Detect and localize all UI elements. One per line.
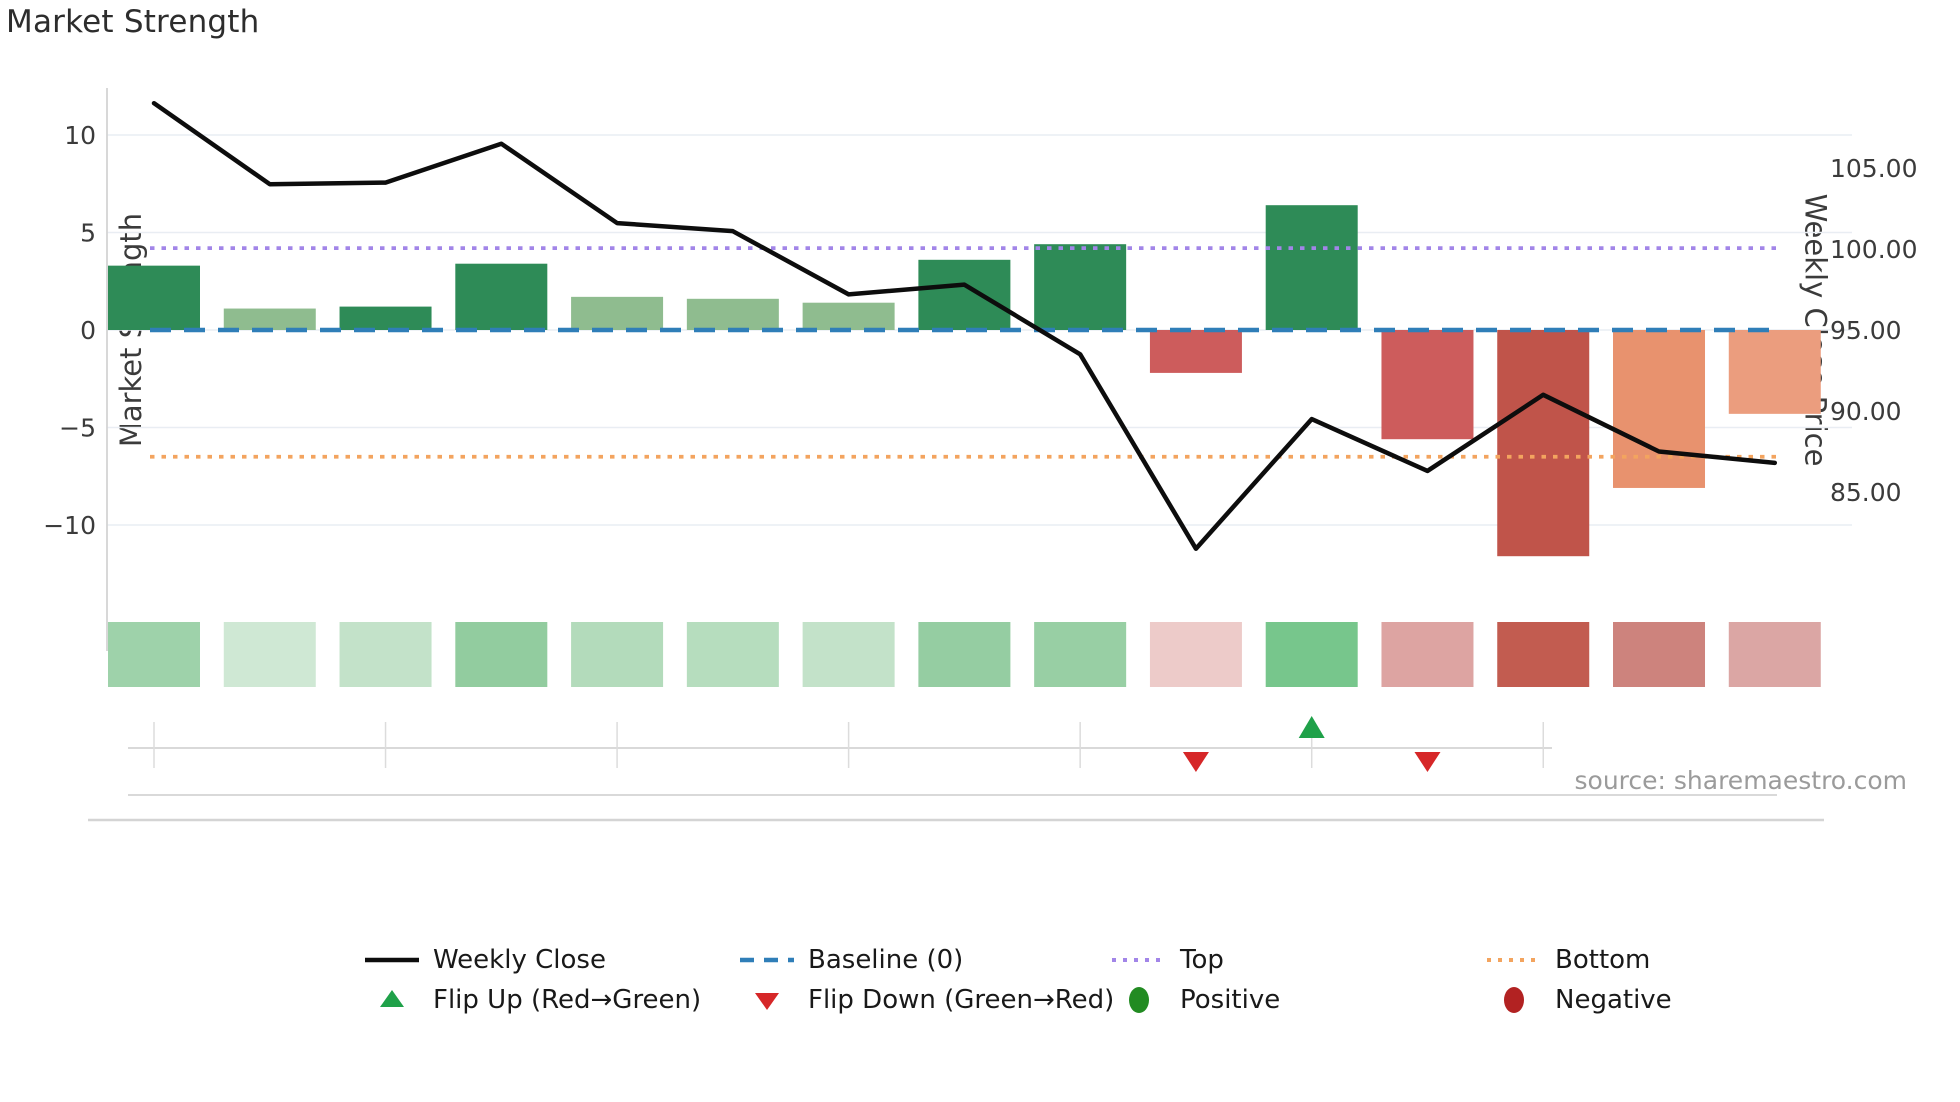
heatmap-cell	[1728, 622, 1821, 687]
strength-bar	[339, 306, 432, 330]
heatmap-cell	[1149, 622, 1242, 687]
heatmap-cell	[918, 622, 1011, 687]
strength-bar	[802, 302, 895, 330]
strength-bar	[1034, 244, 1127, 330]
right-tick-label: 100.00	[1830, 235, 1917, 264]
right-tick-label: 95.00	[1830, 316, 1902, 345]
right-tick-label: 90.00	[1830, 397, 1902, 426]
source-credit: source: sharemaestro.com	[1574, 766, 1908, 795]
left-tick-label: −10	[43, 511, 96, 540]
right-tick-label: 105.00	[1830, 154, 1917, 183]
weekly-close-line	[151, 100, 1778, 551]
strength-bar	[571, 296, 664, 330]
strength-bar	[1149, 330, 1242, 373]
strength-bar	[1381, 330, 1474, 440]
strength-bar	[1728, 330, 1821, 414]
heatmap-cell	[455, 622, 548, 687]
strength-bar	[108, 265, 200, 330]
strength-bar	[686, 298, 779, 330]
strength-bar	[918, 259, 1011, 330]
heatmap-cell	[339, 622, 432, 687]
flip-down-marker	[1414, 752, 1441, 772]
heatmap-cell	[571, 622, 664, 687]
heatmap-cell	[1381, 622, 1474, 687]
page-title: Market Strength	[6, 4, 260, 40]
heatmap-cell	[1034, 622, 1127, 687]
heatmap-cell	[802, 622, 895, 687]
heatmap-cell	[1613, 622, 1706, 687]
heatmap-cell	[1497, 622, 1590, 687]
heatmap-cell	[1265, 622, 1358, 687]
left-tick-label: 0	[80, 316, 96, 345]
heatmap-cell	[686, 622, 779, 687]
strength-bar	[223, 308, 316, 330]
left-tick-label: 10	[64, 121, 96, 150]
left-tick-label: −5	[59, 414, 96, 443]
strength-bar	[1497, 330, 1590, 557]
right-tick-label: 85.00	[1830, 478, 1902, 507]
strength-bar	[455, 263, 548, 330]
flip-down-marker	[1182, 752, 1209, 772]
strength-bar	[1613, 330, 1706, 488]
strength-bar	[1265, 205, 1358, 330]
flip-up-marker	[1298, 716, 1325, 738]
heatmap-cell	[223, 622, 316, 687]
heatmap-cell	[108, 622, 200, 687]
left-tick-label: 5	[80, 219, 96, 248]
